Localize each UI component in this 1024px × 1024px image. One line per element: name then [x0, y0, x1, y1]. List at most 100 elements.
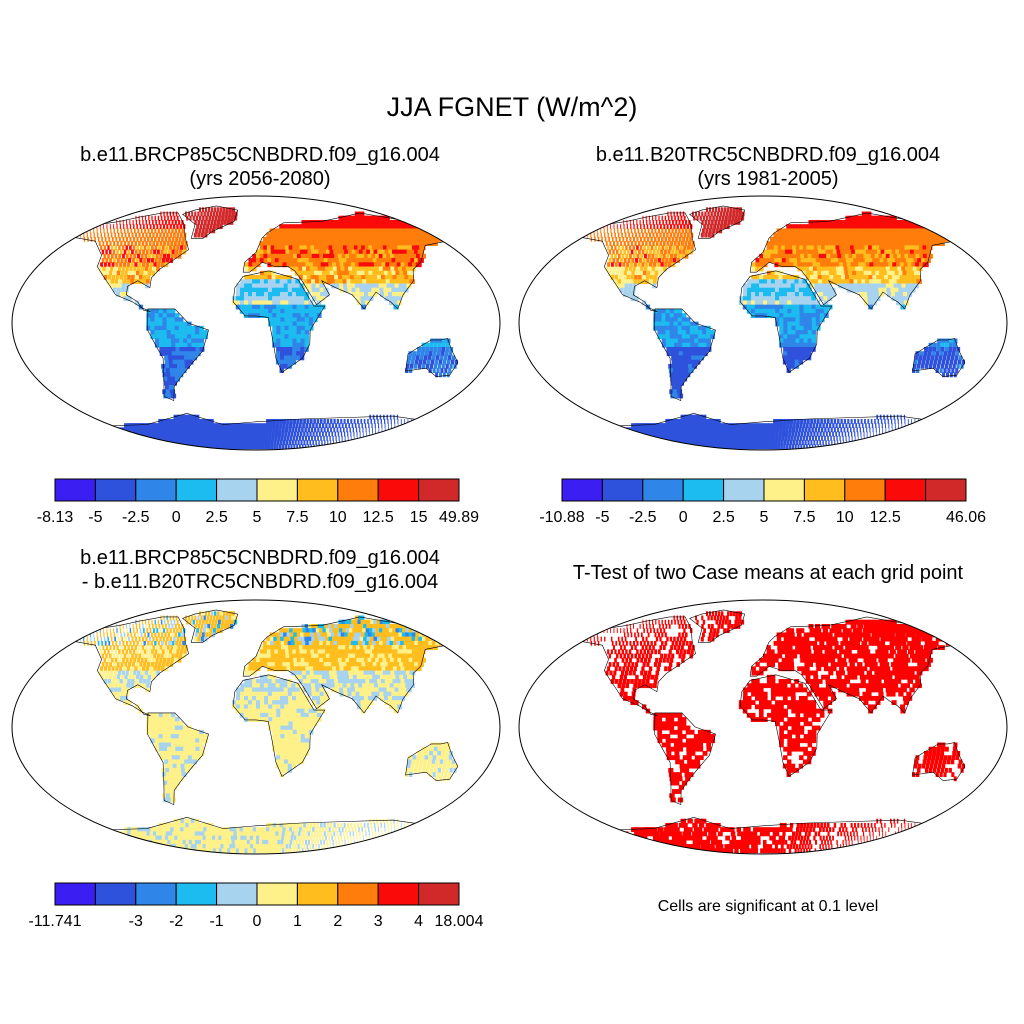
grid-cell — [186, 330, 192, 335]
grid-cell — [297, 427, 301, 433]
grid-cell — [347, 283, 353, 289]
grid-cell — [367, 291, 374, 297]
grid-cell — [168, 418, 175, 424]
grid-cell — [670, 376, 676, 382]
grid-cell — [312, 236, 318, 242]
grid-cell — [600, 228, 602, 234]
grid-cell — [168, 427, 175, 433]
grid-cell — [296, 338, 302, 344]
grid-cell — [935, 427, 938, 433]
grid-cell — [133, 266, 137, 272]
grid-cell — [632, 440, 641, 445]
grid-cell — [170, 334, 176, 340]
grid-cell — [712, 215, 715, 221]
grid-cell — [614, 427, 623, 433]
grid-cell — [661, 308, 667, 314]
grid-cell — [315, 236, 321, 242]
grid-cell — [888, 262, 895, 268]
grid-cell — [900, 253, 907, 259]
grid-cell — [787, 342, 792, 348]
grid-cell — [721, 427, 726, 433]
grid-cell — [733, 440, 738, 445]
grid-cell — [164, 228, 167, 234]
grid-cell — [363, 219, 370, 225]
grid-cell — [673, 321, 679, 327]
grid-cell — [394, 266, 400, 272]
grid-cell — [674, 342, 680, 348]
grid-cell — [395, 249, 402, 255]
grid-cell — [783, 351, 788, 357]
grid-cell — [821, 270, 827, 276]
grid-cell — [132, 245, 136, 251]
grid-cell — [158, 330, 164, 335]
grid-cell — [338, 435, 340, 441]
grid-cell — [709, 224, 713, 230]
grid-cell — [132, 236, 136, 242]
grid-cell — [244, 440, 248, 445]
grid-cell — [813, 228, 819, 234]
grid-cell — [686, 351, 692, 357]
grid-cell — [681, 372, 687, 378]
grid-cell — [335, 283, 341, 289]
grid-cell — [121, 283, 126, 289]
grid-cell — [685, 330, 691, 335]
grid-cell — [357, 245, 364, 251]
grid-cell — [170, 241, 174, 246]
grid-cell — [256, 262, 261, 268]
grid-cell — [278, 258, 284, 263]
grid-cell — [222, 211, 225, 217]
grid-cell — [852, 275, 858, 280]
grid-cell — [657, 330, 663, 335]
grid-cell — [921, 236, 928, 242]
grid-cell — [885, 283, 891, 289]
grid-cell — [618, 236, 621, 242]
grid-cell — [279, 283, 285, 289]
grid-cell — [863, 253, 869, 259]
grid-cell — [396, 262, 403, 268]
grid-cell — [588, 423, 596, 429]
grid-cell — [886, 236, 893, 242]
grid-cell — [399, 287, 405, 293]
grid-cell — [803, 308, 809, 314]
grid-cell — [249, 435, 254, 441]
grid-cell — [926, 427, 928, 433]
grid-cell — [802, 224, 808, 230]
grid-cell — [708, 427, 714, 433]
grid-cell — [858, 291, 865, 297]
grid-cell — [786, 355, 792, 361]
grid-cell — [133, 423, 141, 429]
grid-cell — [779, 300, 784, 306]
grid-cell — [164, 355, 170, 361]
grid-cell — [145, 241, 148, 246]
grid-cell — [881, 283, 887, 289]
grid-cell — [888, 241, 895, 246]
grid-cell — [216, 423, 222, 429]
grid-cell — [323, 287, 329, 293]
grid-cell — [731, 431, 737, 437]
grid-cell — [639, 245, 643, 251]
grid-cell — [354, 279, 360, 285]
grid-cell — [101, 444, 111, 450]
grid-cell — [782, 283, 788, 289]
grid-cell — [348, 423, 351, 429]
grid-cell — [831, 262, 837, 268]
grid-cell — [684, 368, 690, 373]
grid-cell — [312, 258, 318, 263]
grid-cell — [790, 287, 796, 293]
grid-cell — [653, 258, 658, 263]
grid-cell — [872, 427, 874, 433]
grid-cell — [772, 427, 777, 433]
grid-cell — [226, 423, 231, 429]
grid-cell — [183, 431, 190, 437]
grid-cell — [666, 351, 672, 357]
grid-cell — [199, 224, 203, 230]
grid-cell — [177, 241, 181, 246]
grid-cell — [402, 249, 410, 255]
grid-cell — [820, 241, 826, 246]
grid-cell — [117, 431, 126, 437]
grid-cell — [369, 431, 370, 437]
grid-cell — [799, 351, 804, 357]
grid-cell — [786, 287, 792, 293]
grid-cell — [920, 435, 923, 441]
grid-cell — [411, 431, 414, 437]
